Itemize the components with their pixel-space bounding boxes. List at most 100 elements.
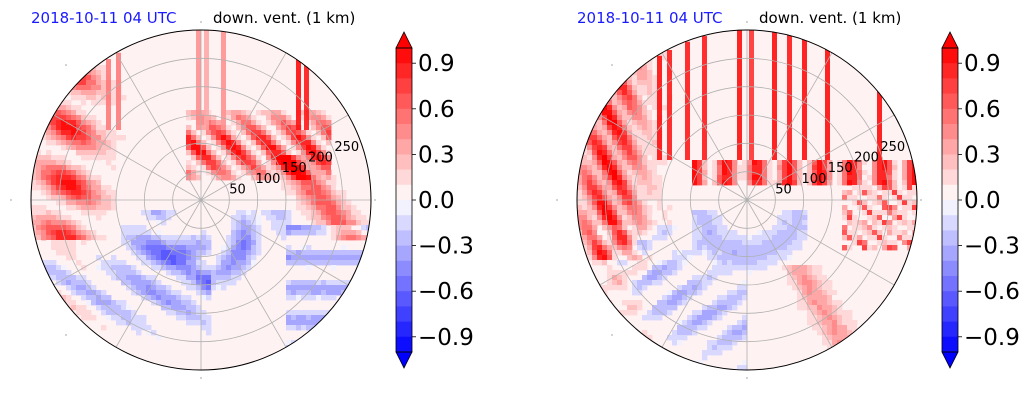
field-cell — [316, 290, 322, 296]
field-cell — [106, 300, 112, 306]
field-cell — [637, 225, 643, 231]
field-cell — [697, 325, 703, 331]
field-cell — [211, 275, 217, 281]
field-cell — [872, 190, 878, 196]
field-cell — [306, 155, 312, 161]
field-cell — [622, 130, 628, 136]
field-cell — [787, 170, 793, 176]
field-cell — [672, 250, 678, 256]
field-cell — [86, 125, 92, 131]
field-cell — [101, 65, 107, 71]
field-cell — [592, 280, 598, 286]
field-cell — [161, 250, 167, 256]
field-cell — [136, 290, 142, 296]
field-cell — [892, 175, 898, 181]
field-cell — [91, 80, 97, 86]
field-cell — [682, 325, 688, 331]
field-cell — [166, 250, 172, 256]
field-cell — [151, 245, 157, 251]
field-cell — [812, 305, 818, 311]
field-cell — [727, 300, 733, 306]
field-cell — [186, 235, 192, 241]
field-cell — [647, 245, 653, 251]
field-cell — [336, 205, 342, 211]
field-cell — [271, 225, 277, 231]
field-cell — [106, 185, 112, 191]
colorbar-segment — [942, 276, 958, 292]
field-cell — [226, 115, 232, 121]
field-cell — [316, 190, 322, 196]
field-cell — [256, 225, 262, 231]
field-cell — [71, 255, 77, 261]
field-cell — [757, 235, 763, 241]
field-cell — [241, 245, 247, 251]
field-cell — [306, 185, 312, 191]
field-cell — [587, 190, 593, 196]
colorbar-segment — [942, 215, 958, 231]
colorbar-tick-label: −0.3 — [418, 234, 474, 260]
field-cell — [76, 180, 82, 186]
field-cell — [211, 130, 217, 136]
field-cell — [602, 210, 608, 216]
field-cell — [56, 270, 62, 276]
field-cell — [291, 125, 297, 131]
field-cell — [196, 285, 202, 291]
radial-tick-label: 200 — [854, 151, 879, 166]
polar-chart-1: 2018-10-11 04 UTC down. vent. (1 km) 50 … — [10, 9, 474, 379]
field-cell — [837, 295, 843, 301]
field-cell — [61, 250, 67, 256]
field-cell — [321, 225, 327, 231]
field-cell — [617, 210, 623, 216]
field-cell — [266, 145, 272, 151]
field-cell — [907, 195, 913, 201]
field-cell — [266, 160, 272, 166]
field-cell — [191, 260, 197, 266]
field-cell — [71, 90, 77, 96]
field-cell — [792, 165, 798, 171]
field-cell — [251, 235, 257, 241]
field-cell — [91, 300, 97, 306]
field-cell — [587, 255, 593, 261]
polar-grid-spoke — [200, 199, 287, 348]
field-cell — [627, 165, 633, 171]
field-cell — [311, 180, 317, 186]
field-cell — [652, 75, 658, 81]
field-cell — [286, 255, 292, 261]
field-cell — [682, 330, 688, 336]
field-cell — [847, 175, 853, 181]
field-cell — [657, 235, 663, 241]
field-cell — [76, 195, 82, 201]
field-cell — [717, 315, 723, 321]
field-cell — [797, 245, 803, 251]
colorbar-segment — [942, 321, 958, 338]
field-cell — [326, 250, 332, 256]
field-cell — [622, 220, 628, 226]
field-cell — [191, 270, 197, 276]
field-cell — [71, 280, 77, 286]
field-cell — [637, 145, 643, 151]
field-cell — [61, 175, 67, 181]
field-cell — [326, 115, 332, 121]
chart-title-variable: down. vent. (1 km) — [213, 9, 355, 27]
field-cell — [326, 280, 332, 286]
field-cell — [652, 100, 658, 106]
field-cell — [81, 295, 87, 301]
field-cell — [737, 335, 743, 341]
field-cell — [642, 190, 648, 196]
field-cell — [682, 285, 688, 291]
field-cell — [266, 135, 272, 141]
field-cell — [61, 240, 67, 246]
field-cell — [717, 260, 723, 266]
field-cell — [136, 225, 142, 231]
field-cell — [141, 240, 147, 246]
field-cell — [206, 145, 212, 151]
field-cell — [31, 180, 37, 186]
field-cell — [66, 150, 72, 156]
field-cell — [732, 240, 738, 246]
field-cell — [316, 155, 322, 161]
field-cell — [51, 265, 57, 271]
field-cell — [151, 275, 157, 281]
field-cell — [101, 160, 107, 166]
field-cell — [817, 275, 823, 281]
field-cell — [697, 165, 703, 171]
